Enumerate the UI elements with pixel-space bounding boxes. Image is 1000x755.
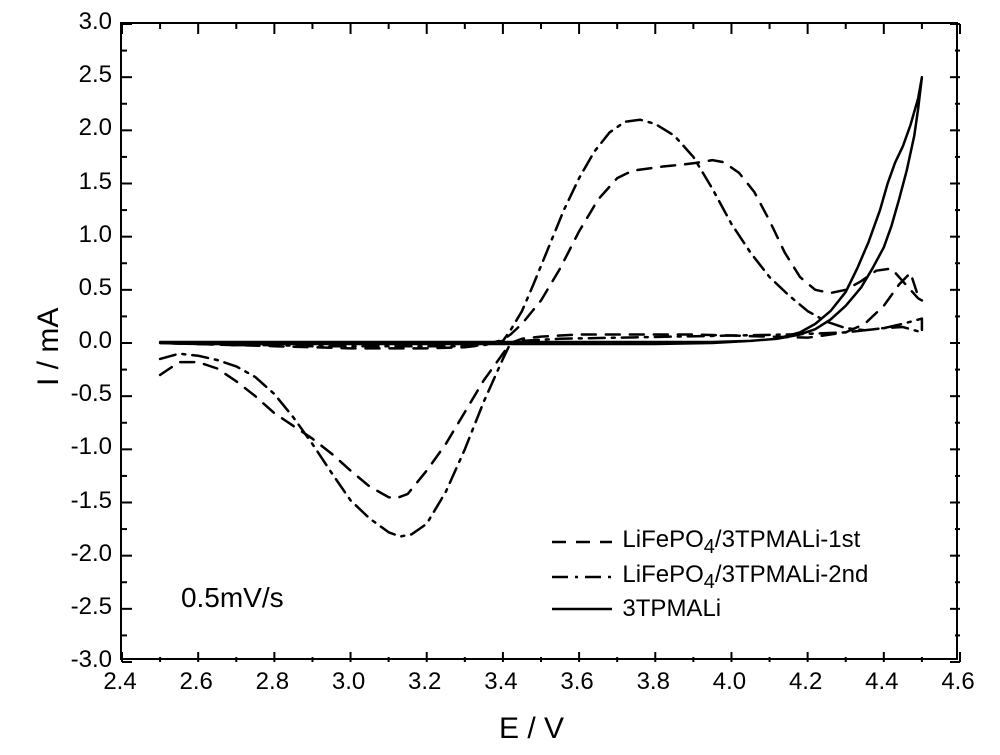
y-tick-label: 3.0: [62, 8, 112, 36]
y-tick-label: -1.5: [62, 487, 112, 515]
y-tick-label: -2.5: [62, 593, 112, 621]
y-tick-label: -3.0: [62, 646, 112, 674]
x-tick-label: 3.0: [332, 668, 365, 696]
y-tick-label: 2.5: [62, 61, 112, 89]
y-tick-label: -1.0: [62, 433, 112, 461]
y-tick-label: 1.0: [62, 221, 112, 249]
y-tick-label: -0.5: [62, 380, 112, 408]
cv-chart: 2.42.62.83.03.23.43.63.84.04.24.44.6 -3.…: [0, 0, 1000, 755]
legend: LiFePO4/3TPMALi-1stLiFePO4/3TPMALi-2nd3T…: [550, 524, 868, 626]
x-tick-label: 3.6: [560, 668, 593, 696]
y-axis-label: I / mA: [32, 308, 66, 386]
x-tick-label: 3.8: [637, 668, 670, 696]
x-tick-label: 4.0: [713, 668, 746, 696]
legend-swatch: [550, 530, 614, 554]
y-tick-label: -2.0: [62, 540, 112, 568]
legend-swatch: [550, 565, 614, 589]
legend-label: LiFePO4/3TPMALi-2nd: [622, 561, 868, 594]
series-3tpmali: [160, 77, 922, 344]
x-tick-label: 2.6: [179, 668, 212, 696]
legend-swatch: [550, 597, 614, 621]
scan-rate-annotation: 0.5mV/s: [181, 582, 284, 614]
x-tick-label: 3.4: [484, 668, 517, 696]
legend-entry: 3TPMALi: [550, 595, 868, 623]
y-tick-label: 2.0: [62, 114, 112, 142]
y-tick-label: 1.5: [62, 168, 112, 196]
y-tick-label: 0.0: [62, 327, 112, 355]
x-tick-label: 4.2: [789, 668, 822, 696]
x-tick-label: 4.6: [941, 668, 974, 696]
x-tick-label: 2.8: [256, 668, 289, 696]
x-axis-label: E / V: [499, 712, 564, 746]
x-tick-label: 4.4: [865, 668, 898, 696]
legend-entry: LiFePO4/3TPMALi-2nd: [550, 561, 868, 594]
legend-label: LiFePO4/3TPMALi-1st: [622, 526, 860, 559]
x-tick-label: 3.2: [408, 668, 441, 696]
legend-entry: LiFePO4/3TPMALi-1st: [550, 526, 868, 559]
legend-label: 3TPMALi: [622, 595, 721, 623]
y-tick-label: 0.5: [62, 274, 112, 302]
